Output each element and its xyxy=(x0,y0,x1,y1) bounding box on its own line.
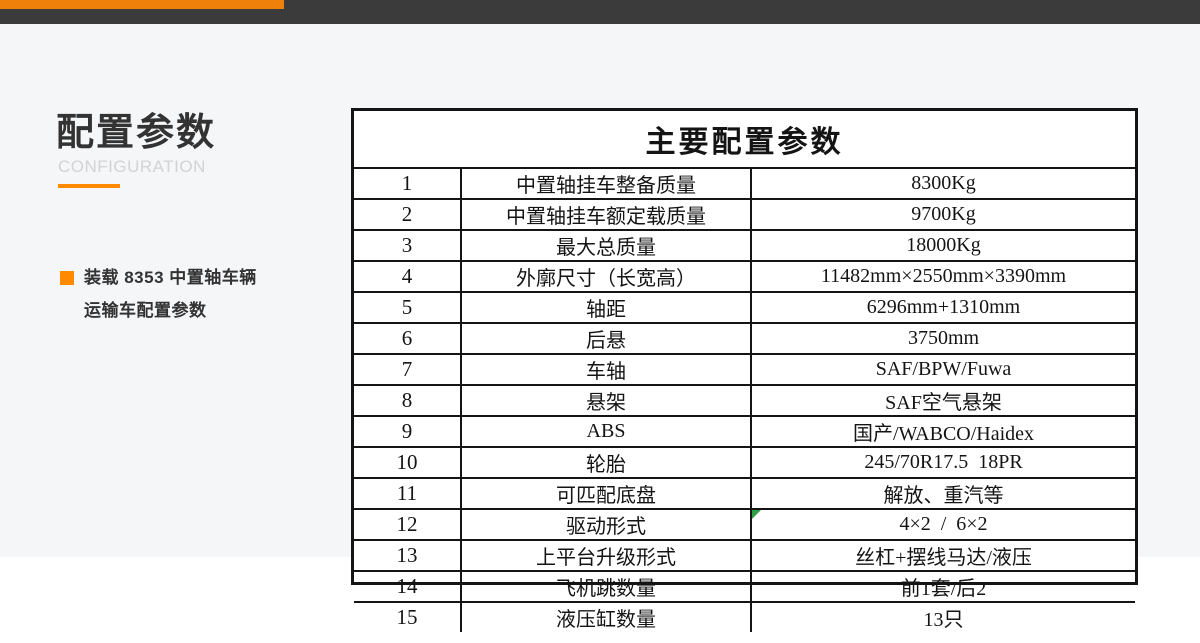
row-number-cell: 8 xyxy=(354,386,462,415)
param-name-cell: 上平台升级形式 xyxy=(462,541,752,570)
table-row: 6 后悬 3750mm xyxy=(354,322,1135,353)
row-number-cell: 6 xyxy=(354,324,462,353)
param-name-cell: 外廓尺寸（长宽高） xyxy=(462,262,752,291)
table-row: 5 轴距 6296mm+1310mm xyxy=(354,291,1135,322)
param-value-cell: 8300Kg xyxy=(911,172,976,194)
table-row: 15 液压缸数量 13只 xyxy=(354,601,1135,632)
row-number-cell: 2 xyxy=(354,200,462,229)
table-row: 2 中置轴挂车额定载质量 9700Kg xyxy=(354,198,1135,229)
table-row: 11 可匹配底盘 解放、重汽等 xyxy=(354,477,1135,508)
param-value-cell: 9700Kg xyxy=(911,203,976,225)
row-number-cell: 11 xyxy=(354,479,462,508)
bottom-orange-bar xyxy=(0,0,284,9)
param-name-cell: 飞机跳数量 xyxy=(462,572,752,601)
green-corner-marker-icon xyxy=(752,510,761,519)
table-row: 3 最大总质量 18000Kg xyxy=(354,229,1135,260)
param-value-cell: 6296mm+1310mm xyxy=(866,296,1021,318)
table-row: 9 ABS 国产/WABCO/Haidex xyxy=(354,415,1135,446)
param-name-cell: 悬架 xyxy=(462,386,752,415)
param-name-cell: 中置轴挂车额定载质量 xyxy=(462,200,752,229)
row-number-cell: 5 xyxy=(354,293,462,322)
param-name-cell: ABS xyxy=(462,417,752,446)
table-row: 1 中置轴挂车整备质量 8300Kg xyxy=(354,167,1135,198)
param-name-cell: 后悬 xyxy=(462,324,752,353)
table-row: 8 悬架 SAF空气悬架 xyxy=(354,384,1135,415)
param-name-cell: 车轴 xyxy=(462,355,752,384)
param-value-cell: 245/70R17.5 18PR xyxy=(864,451,1023,473)
param-name-cell: 液压缸数量 xyxy=(462,603,752,632)
row-number-cell: 9 xyxy=(354,417,462,446)
row-number-cell: 7 xyxy=(354,355,462,384)
param-value-cell: 前1套/后2 xyxy=(900,578,987,600)
table-row: 12 驱动形式 4×2 / 6×2 xyxy=(354,508,1135,539)
note-text: 装载 8353 中置轴车辆 运输车配置参数 xyxy=(84,261,257,327)
section-subtitle: CONFIGURATION xyxy=(58,157,206,176)
param-name-cell: 中置轴挂车整备质量 xyxy=(462,169,752,198)
table-row: 13 上平台升级形式 丝杠+摆线马达/液压 xyxy=(354,539,1135,570)
row-number-cell: 10 xyxy=(354,448,462,477)
spec-table-title: 主要配置参数 xyxy=(645,126,844,159)
param-value-cell: 18000Kg xyxy=(906,234,981,256)
row-number-cell: 15 xyxy=(354,603,462,632)
accent-underline xyxy=(58,184,120,188)
param-name-cell: 轮胎 xyxy=(462,448,752,477)
param-value-cell: 丝杠+摆线马达/液压 xyxy=(855,547,1032,569)
spec-table: 主要配置参数 1 中置轴挂车整备质量 8300Kg 2 中置轴挂车额定载质量 9700Kg… xyxy=(351,108,1138,632)
note-bullet-square-icon xyxy=(60,271,74,285)
table-row: 7 车轴 SAF/BPW/Fuwa xyxy=(354,353,1135,384)
table-row: 14 飞机跳数量 前1套/后2 xyxy=(354,570,1135,601)
param-value-cell: SAF空气悬架 xyxy=(885,392,1002,414)
param-value-cell: 13只 xyxy=(923,609,964,631)
row-number-cell: 14 xyxy=(354,572,462,601)
section-title: 配置参数 xyxy=(56,112,217,154)
table-row: 4 外廓尺寸（长宽高） 11482mm×2550mm×3390mm xyxy=(354,260,1135,291)
param-name-cell: 轴距 xyxy=(462,293,752,322)
param-name-cell: 可匹配底盘 xyxy=(462,479,752,508)
param-name-cell: 驱动形式 xyxy=(462,510,752,539)
param-value-cell: SAF/BPW/Fuwa xyxy=(875,358,1012,380)
row-number-cell: 4 xyxy=(354,262,462,291)
spec-table-body: 1 中置轴挂车整备质量 8300Kg 2 中置轴挂车额定载质量 9700Kg 3 最大总质量 1… xyxy=(354,167,1135,632)
row-number-cell: 12 xyxy=(354,510,462,539)
param-value-cell: 3750mm xyxy=(907,327,980,349)
row-number-cell: 3 xyxy=(354,231,462,260)
row-number-cell: 1 xyxy=(354,169,462,198)
param-value-cell: 4×2 / 6×2 xyxy=(752,510,1135,539)
param-name-cell: 最大总质量 xyxy=(462,231,752,260)
table-row: 10 轮胎 245/70R17.5 18PR xyxy=(354,446,1135,477)
note-line-2: 运输车配置参数 xyxy=(84,301,207,320)
param-value-cell: 11482mm×2550mm×3390mm xyxy=(820,265,1067,287)
param-value-cell: 国产/WABCO/Haidex xyxy=(852,423,1035,445)
row-number-cell: 13 xyxy=(354,541,462,570)
note-line-1: 装载 8353 中置轴车辆 xyxy=(84,268,257,287)
param-value-cell: 解放、重汽等 xyxy=(883,485,1004,507)
